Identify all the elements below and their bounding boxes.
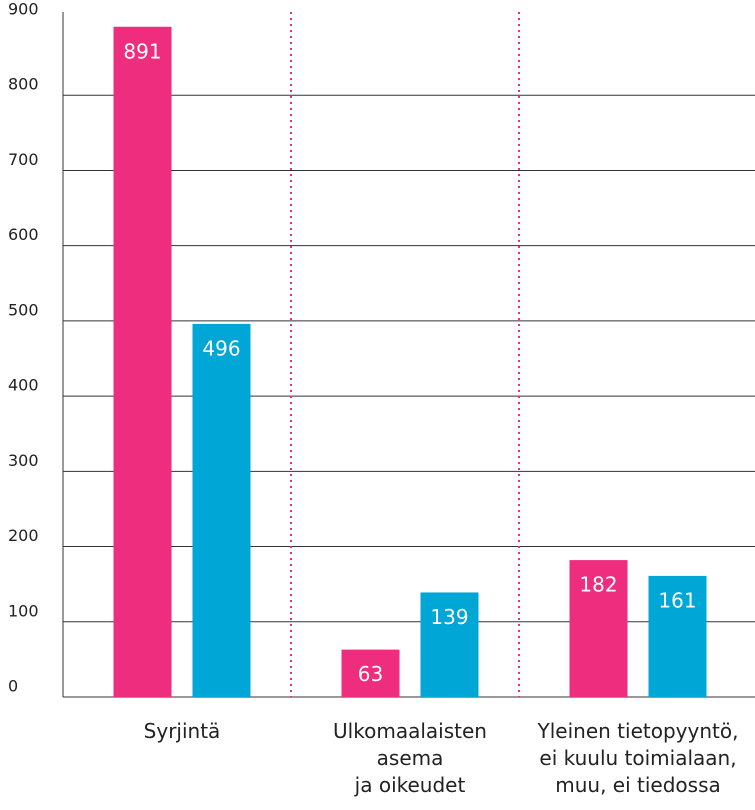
y-tick-label: 200	[8, 526, 39, 545]
value-label: 63	[358, 662, 383, 686]
value-label: 139	[430, 605, 468, 629]
y-tick-label: 600	[8, 225, 39, 244]
value-label: 161	[658, 588, 696, 612]
y-tick-label: 300	[8, 451, 39, 470]
value-label: 496	[202, 336, 240, 360]
bar	[341, 649, 400, 697]
x-tick-label: Syrjintä	[143, 719, 221, 743]
y-tick-label: 0	[8, 677, 18, 696]
y-tick-label: 100	[8, 601, 39, 620]
bar	[113, 26, 172, 697]
y-tick-label: 400	[8, 376, 39, 395]
bar	[569, 560, 628, 697]
value-label: 891	[123, 39, 161, 63]
value-label: 182	[579, 573, 617, 597]
x-tick-label: Ulkomaalaisten asema ja oikeudet	[333, 719, 487, 797]
y-tick-label: 700	[8, 150, 39, 169]
x-tick-label: Yleinen tietopyyntö, ei kuulu toimialaan…	[537, 719, 739, 797]
y-tick-label: 800	[8, 75, 39, 94]
bar	[420, 592, 479, 697]
y-tick-label: 500	[8, 300, 39, 319]
y-tick-label: 900	[8, 0, 39, 19]
bar	[648, 575, 707, 697]
bar	[192, 323, 251, 697]
